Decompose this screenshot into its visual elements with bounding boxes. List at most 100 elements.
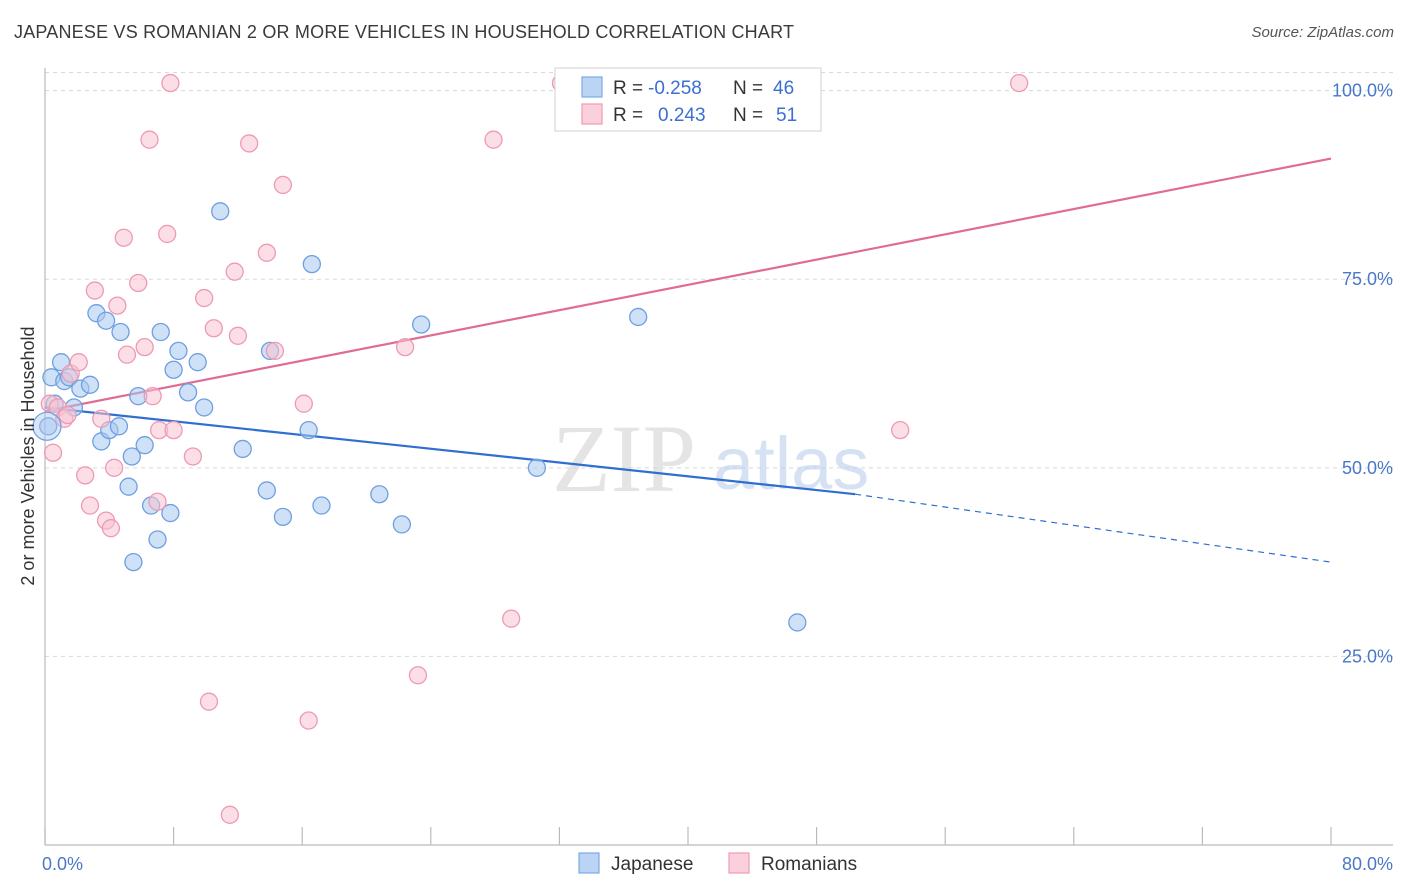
data-point-romanian-12 [101, 519, 121, 538]
data-point-japanese-13 [109, 417, 129, 436]
grid-lines [45, 72, 1393, 657]
legend-n-label-japanese: N = [733, 78, 763, 99]
y-tick-label-25: 25.0% [1342, 646, 1393, 666]
data-point-japanese-11 [96, 311, 116, 330]
y-tick-label-50: 50.0% [1342, 458, 1393, 478]
data-point-japanese-42 [788, 613, 807, 632]
y-axis-label: 2 or more Vehicles in Household [18, 326, 38, 585]
data-point-romanian-40 [408, 666, 428, 685]
data-point-japanese-0 [39, 417, 58, 436]
data-point-japanese-31 [257, 481, 276, 500]
data-point-romanian-8 [80, 496, 100, 515]
data-point-japanese-28 [194, 398, 214, 417]
data-point-romanian-35 [273, 175, 293, 195]
data-point-romanian-10 [92, 409, 111, 428]
data-point-japanese-41 [629, 307, 648, 327]
data-point-romanian-9 [85, 281, 104, 300]
legend: R = -0.258 N = 46 R = 0.243 N = 51 [554, 67, 822, 132]
data-point-romanian-41 [484, 130, 503, 149]
data-point-japanese-38 [392, 515, 412, 534]
data-point-romanian-7 [76, 466, 95, 485]
tick-labels: 25.0% 50.0% 75.0% 100.0% 0.0% 80.0% [42, 81, 1393, 874]
data-point-romanian-4 [58, 405, 77, 425]
data-point-romanian-17 [129, 273, 148, 293]
data-point-romanian-6 [69, 353, 88, 372]
data-point-japanese-34 [299, 420, 318, 440]
data-point-romanian-27 [194, 288, 214, 308]
y-tick-label-75: 75.0% [1342, 269, 1393, 289]
source-credit: Source: ZipAtlas.com [1251, 24, 1394, 41]
data-point-japanese-23 [161, 503, 180, 523]
data-point-japanese-35 [302, 254, 321, 274]
data-point-romanian-23 [158, 224, 177, 244]
data-point-romanian-45 [1009, 73, 1029, 93]
data-point-romanian-44 [891, 420, 910, 440]
legend-n-label-romanians: N = [733, 105, 763, 126]
data-point-romanian-28 [199, 692, 219, 711]
data-point-romanian-24 [161, 73, 180, 93]
data-point-romanian-14 [108, 296, 127, 315]
data-point-japanese-36 [312, 496, 331, 515]
data-point-japanese-24 [164, 360, 183, 379]
data-point-romanian-18 [135, 337, 154, 357]
data-point-romanian-37 [294, 394, 313, 413]
data-point-romanian-13 [104, 458, 124, 477]
data-point-japanese-40 [527, 458, 547, 477]
data-point-romanian-21 [148, 492, 167, 511]
data-point-japanese-14 [111, 322, 130, 342]
bottom-legend-label-romanians: Romanians [761, 854, 857, 875]
data-point-japanese-8 [80, 375, 100, 394]
data-point-romanian-30 [220, 805, 240, 824]
trend-line-romanians [44, 157, 1332, 413]
data-point-japanese-25 [169, 341, 188, 361]
data-point-japanese-26 [178, 383, 198, 402]
watermark: ZIP atlas [552, 405, 869, 512]
data-point-romanian-39 [395, 337, 415, 357]
chart-title: JAPANESE VS ROMANIAN 2 OR MORE VEHICLES … [14, 22, 795, 42]
data-point-romanian-34 [257, 243, 276, 262]
bottom-legend: Japanese Romanians [578, 852, 857, 875]
data-point-romanian-1 [43, 443, 63, 462]
data-point-romanian-16 [117, 345, 137, 364]
data-point-romanian-29 [204, 319, 223, 338]
legend-r-label-romanians: R = [613, 105, 643, 126]
bottom-legend-swatch-japanese [578, 852, 600, 874]
data-point-japanese-37 [370, 485, 389, 504]
data-point-japanese-17 [124, 552, 143, 572]
trend-line-japanese-dashed [855, 493, 1332, 563]
data-point-japanese-large [32, 411, 62, 441]
watermark-zip: ZIP [552, 405, 696, 512]
trend-line-japanese [44, 406, 856, 496]
data-point-japanese-16 [122, 447, 141, 466]
data-point-romanian-19 [140, 130, 159, 149]
data-point-romanian-26 [183, 447, 203, 466]
data-points [32, 73, 1029, 824]
legend-n-value-japanese: 46 [773, 78, 794, 99]
legend-n-value-romanians: 51 [776, 105, 797, 126]
data-point-romanian-36 [265, 341, 285, 361]
data-point-romanian-33 [240, 134, 259, 153]
data-point-japanese-29 [211, 202, 230, 221]
bottom-legend-label-japanese: Japanese [611, 854, 693, 875]
data-point-romanian-25 [164, 420, 183, 440]
data-point-japanese-19 [135, 436, 154, 455]
data-point-japanese-22 [151, 322, 170, 342]
data-point-japanese-30 [233, 439, 252, 459]
watermark-atlas: atlas [713, 422, 869, 505]
data-point-japanese-21 [148, 530, 167, 549]
legend-swatch-romanians [581, 103, 603, 125]
y-tick-label-100: 100.0% [1332, 81, 1393, 101]
data-point-japanese-33 [273, 507, 293, 526]
data-point-romanian-38 [299, 711, 318, 730]
data-point-romanian-20 [143, 387, 162, 406]
data-point-romanian-42 [502, 609, 521, 628]
trend-lines [44, 157, 1332, 563]
data-point-japanese-27 [188, 353, 207, 372]
data-point-romanian-32 [228, 326, 248, 345]
legend-r-value-romanians: 0.243 [658, 105, 706, 126]
data-point-japanese-39 [412, 315, 431, 334]
x-tick-label-end: 80.0% [1342, 854, 1393, 874]
data-point-romanian-31 [225, 262, 244, 281]
data-point-romanian-15 [114, 228, 133, 247]
